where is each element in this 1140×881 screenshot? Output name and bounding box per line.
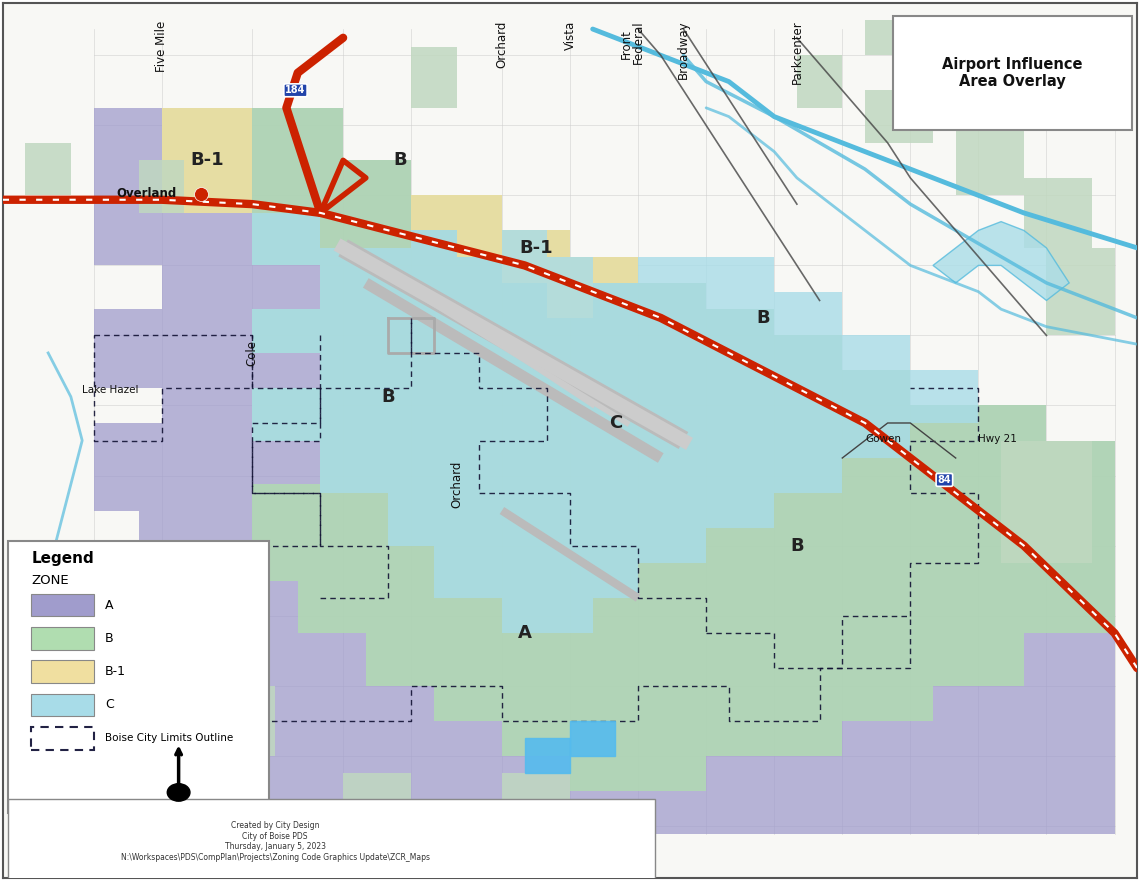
Text: Orchard: Orchard [450, 461, 463, 508]
Text: Airport Influence
Area Overlay: Airport Influence Area Overlay [942, 56, 1083, 89]
Text: B: B [105, 632, 114, 645]
Text: Lake Hazel: Lake Hazel [82, 385, 139, 395]
Polygon shape [797, 56, 842, 107]
Polygon shape [412, 196, 638, 318]
Polygon shape [502, 774, 570, 825]
Circle shape [168, 784, 190, 801]
Text: Gowen: Gowen [865, 433, 901, 444]
Text: Overland: Overland [116, 187, 177, 200]
Text: Vista: Vista [563, 20, 577, 49]
Polygon shape [1001, 38, 1069, 107]
Text: B-1: B-1 [519, 239, 553, 257]
Text: ZONE: ZONE [31, 574, 68, 587]
FancyBboxPatch shape [8, 541, 269, 812]
Text: Hwy 21: Hwy 21 [978, 433, 1017, 444]
Polygon shape [162, 107, 252, 213]
Text: Boise City Limits Outline: Boise City Limits Outline [105, 733, 233, 744]
Polygon shape [933, 222, 1069, 300]
Text: Cole: Cole [246, 340, 259, 366]
Polygon shape [524, 738, 570, 774]
FancyBboxPatch shape [894, 16, 1132, 130]
Polygon shape [1001, 440, 1092, 563]
Polygon shape [1047, 248, 1115, 336]
Text: B: B [382, 388, 396, 406]
Polygon shape [207, 685, 275, 756]
Text: C: C [105, 699, 114, 711]
Polygon shape [162, 107, 1115, 790]
Polygon shape [139, 160, 185, 213]
Text: Parkcenter: Parkcenter [790, 20, 804, 84]
FancyBboxPatch shape [31, 627, 93, 649]
Polygon shape [25, 143, 71, 196]
Polygon shape [865, 20, 911, 56]
Polygon shape [865, 91, 933, 143]
Text: B-1: B-1 [190, 152, 223, 169]
Text: C: C [609, 414, 622, 432]
Text: B: B [756, 309, 770, 327]
Polygon shape [1024, 178, 1092, 248]
Text: B-1: B-1 [105, 665, 125, 678]
Text: Created by City Design
City of Boise PDS
Thursday, January 5, 2023
N:\Workspaces: Created by City Design City of Boise PDS… [121, 821, 430, 862]
Polygon shape [162, 563, 207, 616]
Text: Legend: Legend [31, 552, 93, 566]
FancyBboxPatch shape [31, 693, 93, 716]
Text: Front: Front [620, 29, 633, 59]
Polygon shape [570, 721, 616, 756]
Text: Five Mile: Five Mile [155, 20, 168, 71]
Polygon shape [955, 20, 1001, 73]
FancyBboxPatch shape [31, 660, 93, 683]
Polygon shape [343, 774, 412, 825]
Text: 184: 184 [285, 85, 306, 95]
Text: B: B [790, 537, 804, 554]
Polygon shape [955, 125, 1024, 196]
Text: Orchard: Orchard [496, 20, 508, 68]
Text: Federal: Federal [632, 20, 644, 64]
Polygon shape [252, 213, 978, 633]
Text: 84: 84 [937, 475, 951, 485]
Text: B: B [393, 152, 407, 169]
Polygon shape [93, 107, 1115, 834]
Text: A: A [518, 624, 531, 642]
FancyBboxPatch shape [31, 727, 93, 750]
Text: Broadway: Broadway [677, 20, 690, 79]
Polygon shape [412, 47, 456, 107]
Text: A: A [105, 598, 113, 611]
FancyBboxPatch shape [31, 594, 93, 617]
FancyBboxPatch shape [8, 799, 656, 881]
